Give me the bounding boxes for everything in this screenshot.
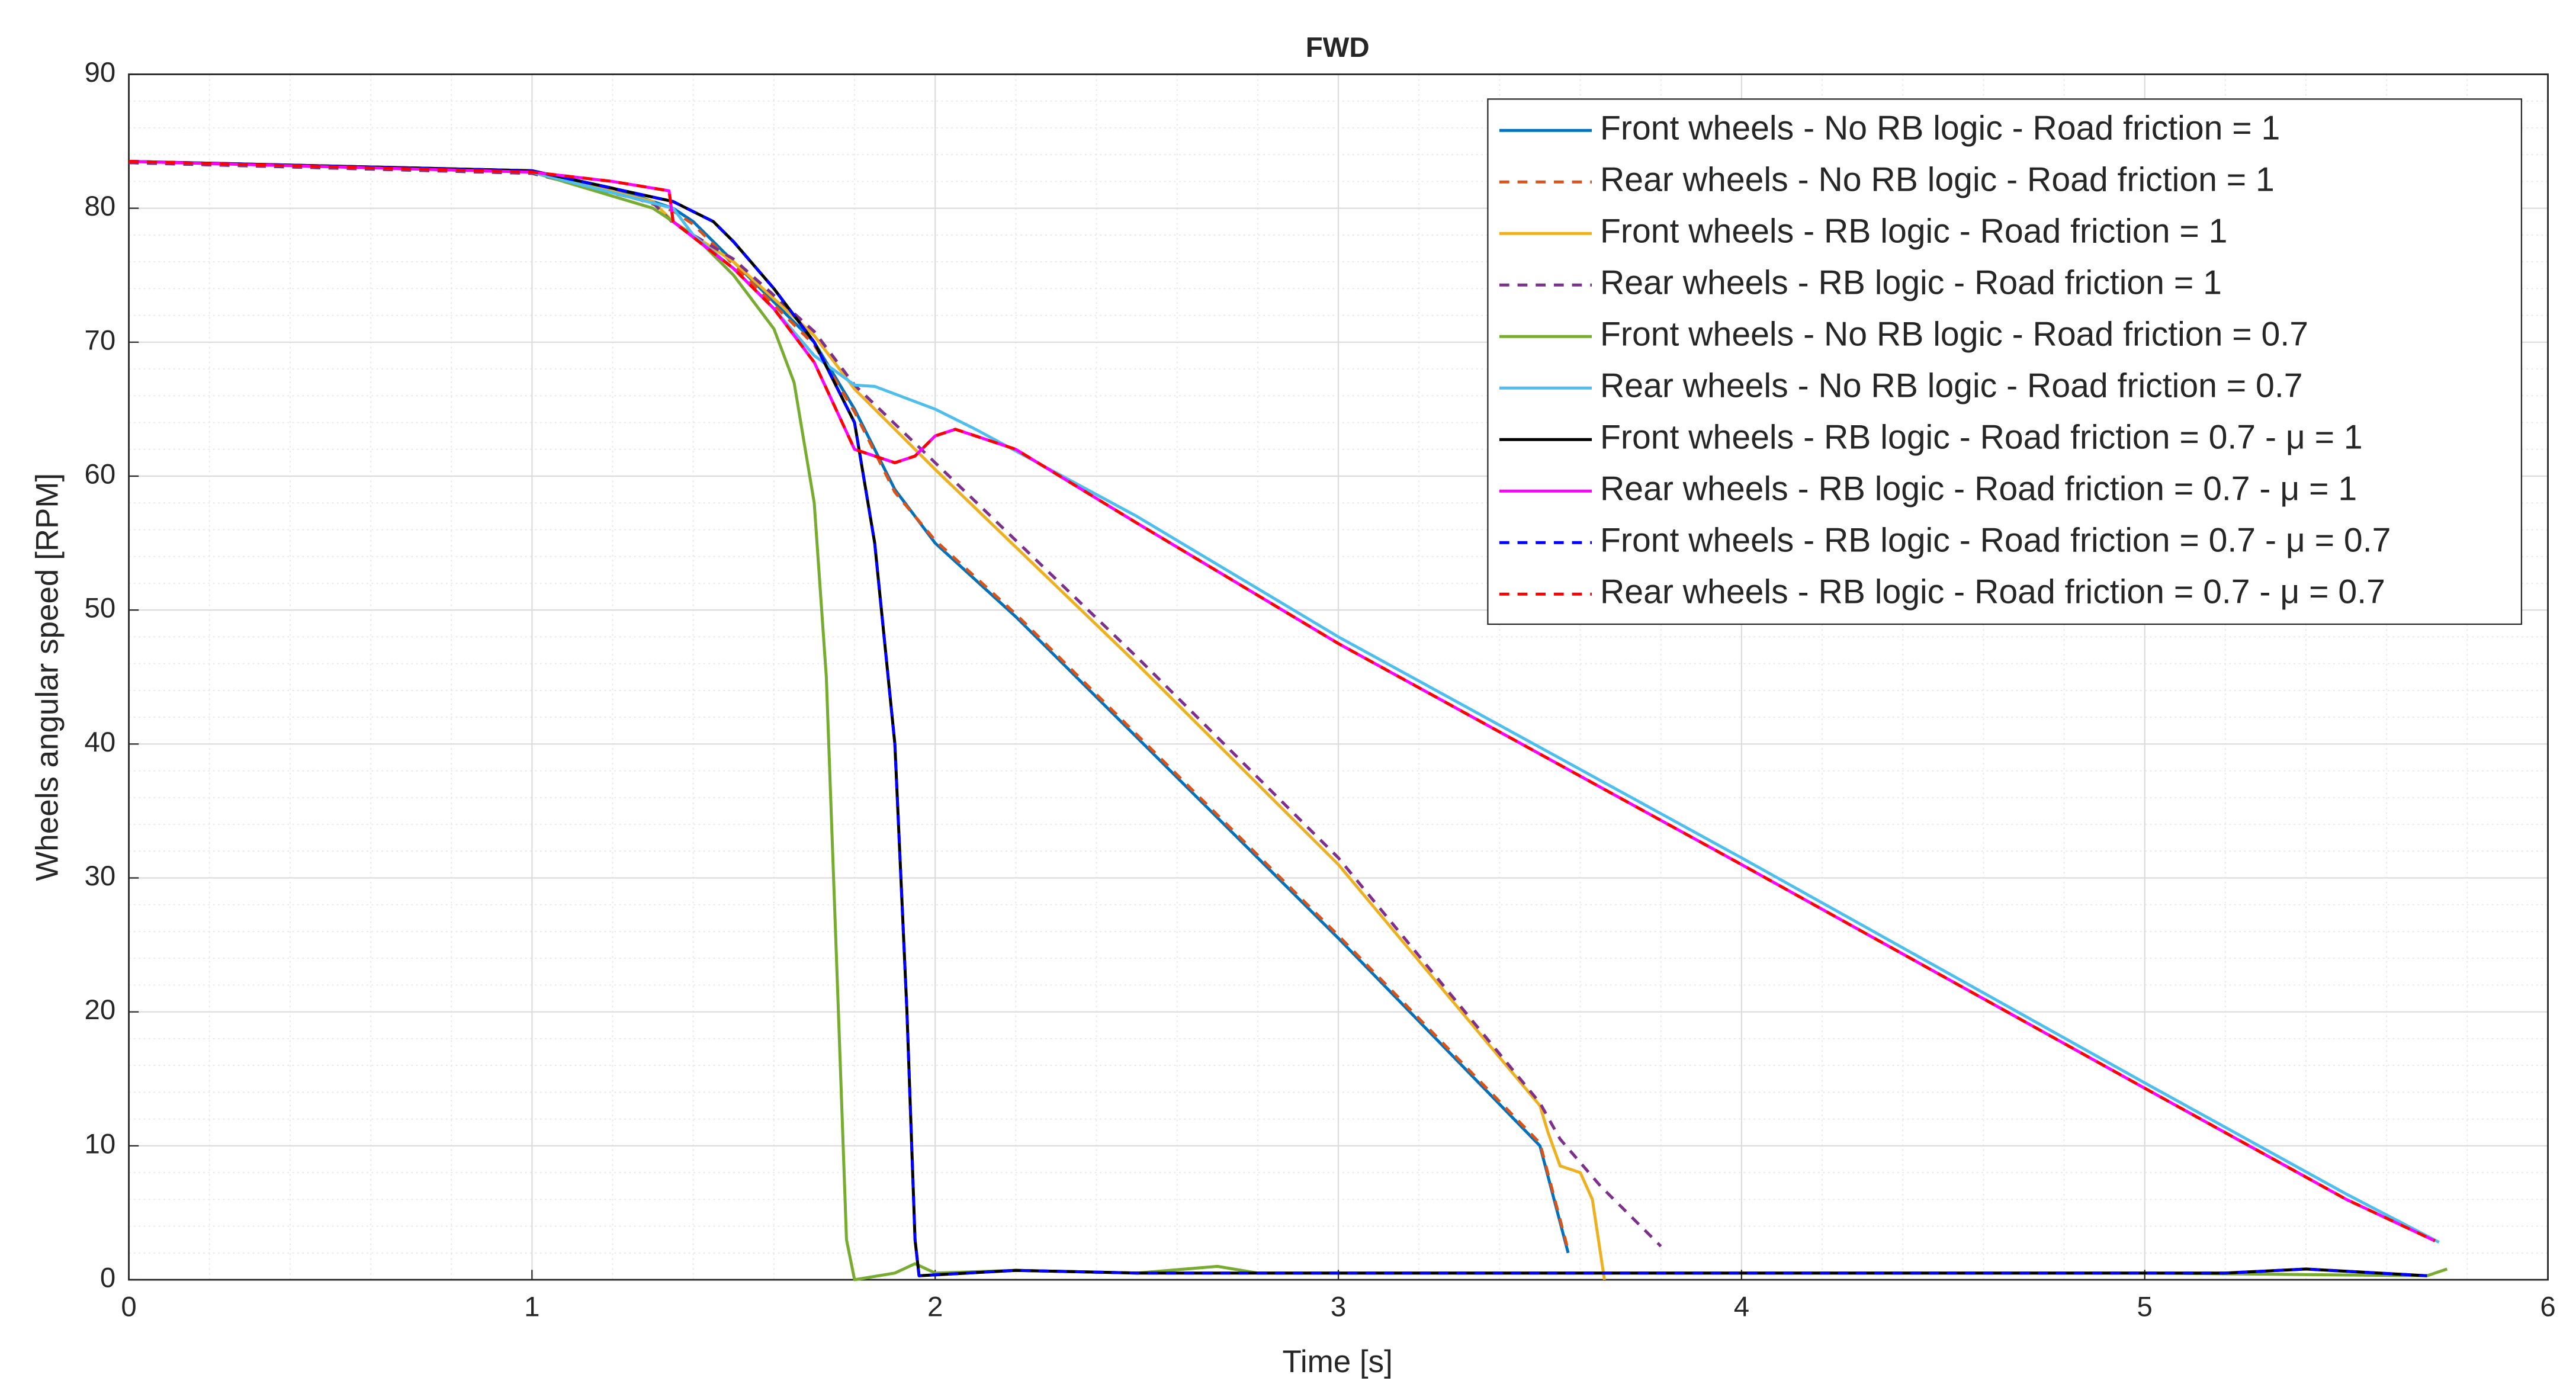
chart-title: FWD <box>1306 32 1370 63</box>
data-line <box>129 159 2427 1277</box>
x-tick-label: 2 <box>927 1291 943 1322</box>
legend-label: Front wheels - No RB logic - Road fricti… <box>1600 315 2308 353</box>
x-tick-label: 1 <box>524 1291 539 1322</box>
y-tick-label: 60 <box>85 459 116 490</box>
data-line <box>129 159 2436 1242</box>
y-tick-label: 50 <box>85 593 116 624</box>
y-tick-label: 70 <box>85 325 116 356</box>
legend-label: Front wheels - RB logic - Road friction … <box>1600 418 2363 456</box>
x-tick-label: 4 <box>1734 1291 1749 1322</box>
legend-label: Front wheels - RB logic - Road friction … <box>1600 212 2227 250</box>
y-tick-label: 40 <box>85 727 116 758</box>
y-tick-label: 90 <box>85 57 116 88</box>
y-tick-label: 20 <box>85 994 116 1026</box>
legend-label: Rear wheels - No RB logic - Road frictio… <box>1600 160 2275 198</box>
legend-label: Rear wheels - RB logic - Road friction =… <box>1600 573 2385 611</box>
y-tick-label: 10 <box>85 1128 116 1160</box>
legend-label: Rear wheels - No RB logic - Road frictio… <box>1600 367 2302 404</box>
x-tick-label: 5 <box>2137 1291 2153 1322</box>
y-tick-label: 0 <box>100 1263 115 1294</box>
x-axis-label: Time [s] <box>1282 1344 1392 1379</box>
legend-label: Rear wheels - RB logic - Road friction =… <box>1600 470 2357 508</box>
legend: Front wheels - No RB logic - Road fricti… <box>1487 98 2523 625</box>
y-axis-label: Wheels angular speed [RPM] <box>30 473 65 881</box>
legend-label: Rear wheels - RB logic - Road friction =… <box>1600 264 2222 301</box>
data-line <box>129 159 2440 1244</box>
axes-box <box>128 73 2549 1281</box>
data-line <box>129 159 2448 1282</box>
y-tick-label: 30 <box>85 860 116 892</box>
legend-box <box>1487 98 2523 625</box>
y-tick-label: 80 <box>85 191 116 222</box>
x-tick-label: 0 <box>121 1291 136 1322</box>
data-line <box>129 161 1662 1248</box>
legend-label: Front wheels - No RB logic - Road fricti… <box>1600 109 2280 147</box>
legend-label: Front wheels - RB logic - Road friction … <box>1600 521 2391 559</box>
data-line <box>129 159 1606 1280</box>
x-tick-label: 6 <box>2540 1291 2555 1322</box>
x-tick-label: 3 <box>1331 1291 1346 1322</box>
